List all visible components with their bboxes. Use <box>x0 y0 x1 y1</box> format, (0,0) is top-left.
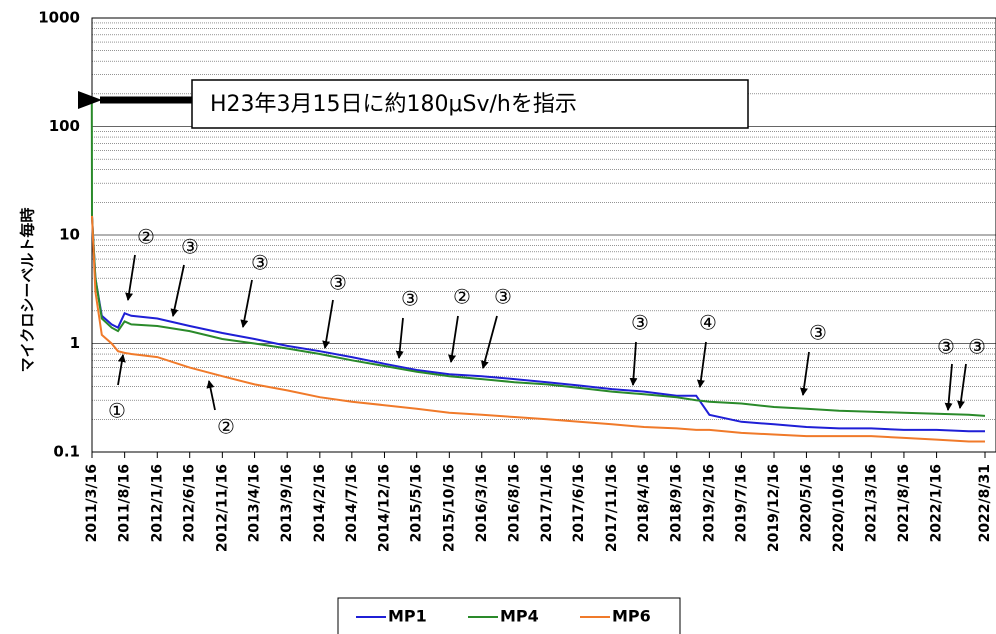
series-line <box>92 216 985 431</box>
annotation: ③ <box>401 287 419 311</box>
x-tick-label: 2015/10/16 <box>441 464 457 552</box>
annotation-arrow <box>399 318 403 358</box>
series-line <box>92 216 985 442</box>
x-tick-label: 2011/8/16 <box>117 464 133 542</box>
x-tick-label: 2020/5/16 <box>798 464 814 542</box>
x-tick-label: 2016/8/16 <box>506 464 522 542</box>
annotation: ③ <box>329 271 347 295</box>
y-tick-label: 1 <box>70 334 80 352</box>
annotation-arrow <box>128 255 135 300</box>
x-tick-label: 2019/12/16 <box>766 464 782 552</box>
annotation: ② <box>137 225 155 249</box>
x-tick-label: 2019/2/16 <box>701 464 717 542</box>
legend-label: MP6 <box>612 607 651 626</box>
x-tick-label: 2016/3/16 <box>474 464 490 542</box>
x-tick-label: 2014/12/16 <box>376 464 392 552</box>
x-tick-label: 2019/7/16 <box>733 464 749 542</box>
annotation: ③ <box>181 235 199 259</box>
chart: マイクロシーベルト毎時 1000 100 10 1 0.12011/3/16 2011/8… <box>0 0 996 634</box>
annotation-arrow <box>325 300 333 348</box>
annotation-arrow <box>243 280 252 327</box>
x-tick-label: 2022/8/31 <box>977 464 993 542</box>
legend-label: MP1 <box>388 607 427 626</box>
y-tick-label: 0.1 <box>53 443 80 461</box>
x-tick-label: 2021/3/16 <box>863 464 879 542</box>
x-tick-label: 2012/1/16 <box>149 464 165 542</box>
y-axis-label: マイクロシーベルト毎時 <box>19 208 37 373</box>
x-tick-label: 2011/3/16 <box>84 464 100 542</box>
annotation: ③ <box>968 335 986 359</box>
x-tick-label: 2012/11/16 <box>214 464 230 552</box>
x-tick-label: 2014/2/16 <box>312 464 328 542</box>
y-tick-label: 100 <box>49 117 80 135</box>
x-tick-label: 2018/9/16 <box>669 464 685 542</box>
annotation-arrow <box>948 364 952 410</box>
legend-label: MP4 <box>500 607 539 626</box>
annotation: ③ <box>809 321 827 345</box>
x-tick-label: 2017/1/16 <box>539 464 555 542</box>
annotation: ② <box>217 415 235 439</box>
x-tick-label: 2020/10/16 <box>831 464 847 552</box>
x-tick-label: 2021/8/16 <box>896 464 912 542</box>
annotation-arrow <box>960 364 966 408</box>
x-tick-label: 2013/9/16 <box>279 464 295 542</box>
annotation: ① <box>108 399 126 423</box>
x-tick-label: 2014/7/16 <box>344 464 360 542</box>
annotation: ③ <box>631 311 649 335</box>
annotation: ③ <box>937 335 955 359</box>
annotation: ③ <box>251 251 269 275</box>
x-tick-label: 2012/6/16 <box>182 464 198 542</box>
x-tick-label: 2013/4/16 <box>247 464 263 542</box>
y-tick-label: 1000 <box>38 9 80 27</box>
annotation-arrow <box>173 265 184 316</box>
x-tick-label: 2017/6/16 <box>571 464 587 542</box>
annotation-arrow <box>803 352 809 395</box>
x-tick-label: 2018/4/16 <box>636 464 652 542</box>
annotation-arrow <box>209 381 215 410</box>
x-tick-label: 2022/1/16 <box>929 464 945 542</box>
annotation: ② <box>453 285 471 309</box>
x-tick-label: 2015/5/16 <box>409 464 425 542</box>
y-tick-label: 10 <box>59 226 80 244</box>
x-tick-label: 2017/11/16 <box>604 464 620 552</box>
annotation-arrow <box>451 316 458 362</box>
page: {"chart_data": { "type": "line", "y_labe… <box>0 0 996 634</box>
annotation: ③ <box>494 285 512 309</box>
series-line <box>92 99 985 416</box>
annotation-arrow <box>118 355 123 385</box>
annotation: ④ <box>699 311 717 335</box>
callout-text: H23年3月15日に約180μSv/hを指示 <box>210 92 577 117</box>
